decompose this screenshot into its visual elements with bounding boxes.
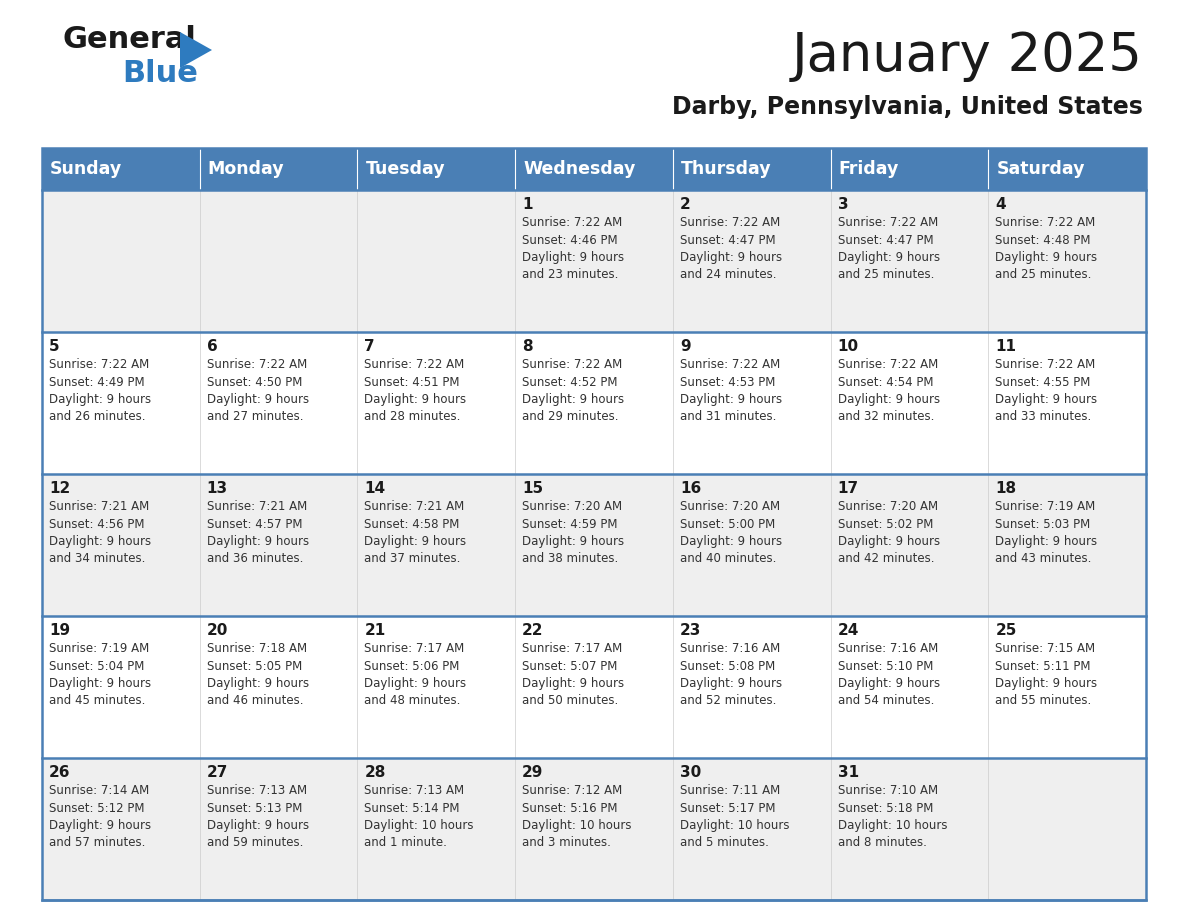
Bar: [42, 474, 1146, 616]
Bar: [42, 332, 1146, 474]
Text: 1: 1: [523, 197, 532, 212]
Text: Blue: Blue: [122, 59, 198, 88]
Text: Sunrise: 7:21 AM
Sunset: 4:56 PM
Daylight: 9 hours
and 34 minutes.: Sunrise: 7:21 AM Sunset: 4:56 PM Dayligh…: [49, 500, 151, 565]
Text: 24: 24: [838, 623, 859, 638]
Text: Saturday: Saturday: [997, 160, 1085, 178]
Text: 3: 3: [838, 197, 848, 212]
Text: Sunrise: 7:18 AM
Sunset: 5:05 PM
Daylight: 9 hours
and 46 minutes.: Sunrise: 7:18 AM Sunset: 5:05 PM Dayligh…: [207, 642, 309, 708]
Text: Sunrise: 7:11 AM
Sunset: 5:17 PM
Daylight: 10 hours
and 5 minutes.: Sunrise: 7:11 AM Sunset: 5:17 PM Dayligh…: [680, 784, 789, 849]
Text: Sunrise: 7:22 AM
Sunset: 4:47 PM
Daylight: 9 hours
and 25 minutes.: Sunrise: 7:22 AM Sunset: 4:47 PM Dayligh…: [838, 216, 940, 282]
Text: Sunrise: 7:13 AM
Sunset: 5:13 PM
Daylight: 9 hours
and 59 minutes.: Sunrise: 7:13 AM Sunset: 5:13 PM Dayligh…: [207, 784, 309, 849]
Text: 28: 28: [365, 765, 386, 780]
Text: Sunrise: 7:17 AM
Sunset: 5:06 PM
Daylight: 9 hours
and 48 minutes.: Sunrise: 7:17 AM Sunset: 5:06 PM Dayligh…: [365, 642, 467, 708]
Text: 26: 26: [49, 765, 70, 780]
Text: 17: 17: [838, 481, 859, 496]
Text: Sunrise: 7:10 AM
Sunset: 5:18 PM
Daylight: 10 hours
and 8 minutes.: Sunrise: 7:10 AM Sunset: 5:18 PM Dayligh…: [838, 784, 947, 849]
Text: 20: 20: [207, 623, 228, 638]
Text: 4: 4: [996, 197, 1006, 212]
Bar: [200, 148, 358, 190]
Text: Sunrise: 7:22 AM
Sunset: 4:46 PM
Daylight: 9 hours
and 23 minutes.: Sunrise: 7:22 AM Sunset: 4:46 PM Dayligh…: [523, 216, 624, 282]
Bar: [830, 148, 988, 190]
Text: Sunrise: 7:22 AM
Sunset: 4:55 PM
Daylight: 9 hours
and 33 minutes.: Sunrise: 7:22 AM Sunset: 4:55 PM Dayligh…: [996, 358, 1098, 423]
Text: Sunrise: 7:20 AM
Sunset: 4:59 PM
Daylight: 9 hours
and 38 minutes.: Sunrise: 7:20 AM Sunset: 4:59 PM Dayligh…: [523, 500, 624, 565]
Text: 13: 13: [207, 481, 228, 496]
Text: Sunrise: 7:13 AM
Sunset: 5:14 PM
Daylight: 10 hours
and 1 minute.: Sunrise: 7:13 AM Sunset: 5:14 PM Dayligh…: [365, 784, 474, 849]
Text: Friday: Friday: [839, 160, 899, 178]
Text: 6: 6: [207, 339, 217, 354]
Bar: [42, 616, 1146, 758]
Text: Monday: Monday: [208, 160, 284, 178]
Text: 27: 27: [207, 765, 228, 780]
Polygon shape: [181, 32, 211, 68]
Text: Sunrise: 7:16 AM
Sunset: 5:10 PM
Daylight: 9 hours
and 54 minutes.: Sunrise: 7:16 AM Sunset: 5:10 PM Dayligh…: [838, 642, 940, 708]
Text: 8: 8: [523, 339, 532, 354]
Text: 18: 18: [996, 481, 1017, 496]
Text: 7: 7: [365, 339, 375, 354]
Text: Thursday: Thursday: [681, 160, 771, 178]
Text: 16: 16: [680, 481, 701, 496]
Text: Sunrise: 7:21 AM
Sunset: 4:57 PM
Daylight: 9 hours
and 36 minutes.: Sunrise: 7:21 AM Sunset: 4:57 PM Dayligh…: [207, 500, 309, 565]
Text: 31: 31: [838, 765, 859, 780]
Text: Tuesday: Tuesday: [366, 160, 446, 178]
Text: 9: 9: [680, 339, 690, 354]
Text: 15: 15: [523, 481, 543, 496]
Text: Sunrise: 7:12 AM
Sunset: 5:16 PM
Daylight: 10 hours
and 3 minutes.: Sunrise: 7:12 AM Sunset: 5:16 PM Dayligh…: [523, 784, 632, 849]
Text: 29: 29: [523, 765, 544, 780]
Text: Sunrise: 7:22 AM
Sunset: 4:49 PM
Daylight: 9 hours
and 26 minutes.: Sunrise: 7:22 AM Sunset: 4:49 PM Dayligh…: [49, 358, 151, 423]
Text: 12: 12: [49, 481, 70, 496]
Text: Sunrise: 7:19 AM
Sunset: 5:03 PM
Daylight: 9 hours
and 43 minutes.: Sunrise: 7:19 AM Sunset: 5:03 PM Dayligh…: [996, 500, 1098, 565]
Text: 23: 23: [680, 623, 701, 638]
Text: 30: 30: [680, 765, 701, 780]
Text: 21: 21: [365, 623, 386, 638]
Text: Sunday: Sunday: [50, 160, 122, 178]
Text: Sunrise: 7:20 AM
Sunset: 5:02 PM
Daylight: 9 hours
and 42 minutes.: Sunrise: 7:20 AM Sunset: 5:02 PM Dayligh…: [838, 500, 940, 565]
Bar: [516, 148, 672, 190]
Text: 22: 22: [523, 623, 544, 638]
Text: 19: 19: [49, 623, 70, 638]
Text: Sunrise: 7:22 AM
Sunset: 4:54 PM
Daylight: 9 hours
and 32 minutes.: Sunrise: 7:22 AM Sunset: 4:54 PM Dayligh…: [838, 358, 940, 423]
Text: Sunrise: 7:22 AM
Sunset: 4:48 PM
Daylight: 9 hours
and 25 minutes.: Sunrise: 7:22 AM Sunset: 4:48 PM Dayligh…: [996, 216, 1098, 282]
Text: Sunrise: 7:15 AM
Sunset: 5:11 PM
Daylight: 9 hours
and 55 minutes.: Sunrise: 7:15 AM Sunset: 5:11 PM Dayligh…: [996, 642, 1098, 708]
Text: Sunrise: 7:22 AM
Sunset: 4:52 PM
Daylight: 9 hours
and 29 minutes.: Sunrise: 7:22 AM Sunset: 4:52 PM Dayligh…: [523, 358, 624, 423]
Text: Sunrise: 7:22 AM
Sunset: 4:50 PM
Daylight: 9 hours
and 27 minutes.: Sunrise: 7:22 AM Sunset: 4:50 PM Dayligh…: [207, 358, 309, 423]
Text: Sunrise: 7:21 AM
Sunset: 4:58 PM
Daylight: 9 hours
and 37 minutes.: Sunrise: 7:21 AM Sunset: 4:58 PM Dayligh…: [365, 500, 467, 565]
Text: 10: 10: [838, 339, 859, 354]
Text: Sunrise: 7:22 AM
Sunset: 4:51 PM
Daylight: 9 hours
and 28 minutes.: Sunrise: 7:22 AM Sunset: 4:51 PM Dayligh…: [365, 358, 467, 423]
Text: 25: 25: [996, 623, 1017, 638]
Bar: [42, 148, 1146, 900]
Bar: [358, 148, 516, 190]
Text: Wednesday: Wednesday: [523, 160, 636, 178]
Text: January 2025: January 2025: [792, 30, 1143, 82]
Text: Sunrise: 7:22 AM
Sunset: 4:47 PM
Daylight: 9 hours
and 24 minutes.: Sunrise: 7:22 AM Sunset: 4:47 PM Dayligh…: [680, 216, 782, 282]
Text: Sunrise: 7:20 AM
Sunset: 5:00 PM
Daylight: 9 hours
and 40 minutes.: Sunrise: 7:20 AM Sunset: 5:00 PM Dayligh…: [680, 500, 782, 565]
Bar: [672, 148, 830, 190]
Text: 2: 2: [680, 197, 690, 212]
Text: Darby, Pennsylvania, United States: Darby, Pennsylvania, United States: [672, 95, 1143, 119]
Text: General: General: [62, 25, 196, 54]
Text: Sunrise: 7:17 AM
Sunset: 5:07 PM
Daylight: 9 hours
and 50 minutes.: Sunrise: 7:17 AM Sunset: 5:07 PM Dayligh…: [523, 642, 624, 708]
Bar: [42, 758, 1146, 900]
Text: Sunrise: 7:14 AM
Sunset: 5:12 PM
Daylight: 9 hours
and 57 minutes.: Sunrise: 7:14 AM Sunset: 5:12 PM Dayligh…: [49, 784, 151, 849]
Text: 5: 5: [49, 339, 59, 354]
Bar: [988, 148, 1146, 190]
Text: Sunrise: 7:16 AM
Sunset: 5:08 PM
Daylight: 9 hours
and 52 minutes.: Sunrise: 7:16 AM Sunset: 5:08 PM Dayligh…: [680, 642, 782, 708]
Text: 14: 14: [365, 481, 386, 496]
Text: Sunrise: 7:22 AM
Sunset: 4:53 PM
Daylight: 9 hours
and 31 minutes.: Sunrise: 7:22 AM Sunset: 4:53 PM Dayligh…: [680, 358, 782, 423]
Text: Sunrise: 7:19 AM
Sunset: 5:04 PM
Daylight: 9 hours
and 45 minutes.: Sunrise: 7:19 AM Sunset: 5:04 PM Dayligh…: [49, 642, 151, 708]
Bar: [42, 148, 200, 190]
Bar: [42, 190, 1146, 332]
Text: 11: 11: [996, 339, 1016, 354]
